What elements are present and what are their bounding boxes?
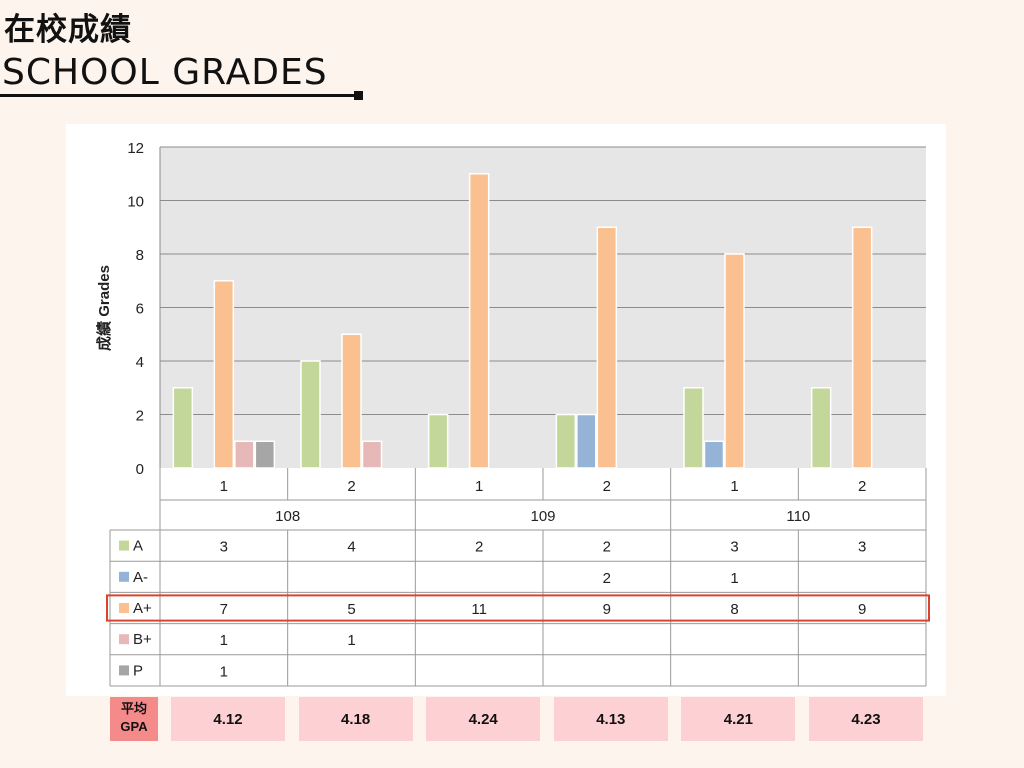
gpa-label-line2: GPA <box>120 719 148 734</box>
x-tick-label: 2 <box>347 478 355 495</box>
table-value: 8 <box>730 601 738 618</box>
gpa-value: 4.18 <box>298 697 413 741</box>
bar-Aminus-3 <box>576 413 597 469</box>
table-value: 4 <box>347 539 355 556</box>
table-value: 3 <box>220 539 228 556</box>
bar-Aplus-1 <box>341 333 362 469</box>
bar-A-3 <box>555 413 577 469</box>
x-tick-label: 2 <box>603 478 611 495</box>
legend-swatch <box>119 665 129 676</box>
legend-label: P <box>133 662 143 679</box>
table-value: 2 <box>603 539 611 556</box>
bars <box>172 173 873 469</box>
y-tick-label: 6 <box>136 301 144 318</box>
bar-A-1 <box>300 360 321 469</box>
y-tick-label: 8 <box>136 247 144 264</box>
y-tick-label: 0 <box>136 461 144 478</box>
table-value: 1 <box>347 632 355 649</box>
bar-Aplus-4 <box>724 253 745 469</box>
gpa-value: 4.12 <box>171 697 285 741</box>
gpa-value: 4.23 <box>809 697 923 741</box>
bar-A-4 <box>683 387 704 469</box>
y-tick-label: 4 <box>136 354 144 371</box>
legend-swatch <box>119 634 129 645</box>
table-value: 5 <box>347 601 355 618</box>
gpa-value: 4.13 <box>553 697 668 741</box>
bar-Aplus-2 <box>468 173 490 469</box>
table-value: 11 <box>471 601 487 618</box>
legend-swatch <box>119 603 129 613</box>
y-tick-label: 10 <box>127 194 144 211</box>
title-underline-end-square <box>354 91 363 100</box>
axes: 0 2 4 6 8 10 12 成績 Grades <box>95 140 161 478</box>
legend-label: A- <box>133 569 148 586</box>
table-value: 9 <box>603 601 611 618</box>
legend-label: A+ <box>133 600 152 617</box>
page-title-chinese: 在校成績 <box>4 12 132 48</box>
table-value: 9 <box>858 601 866 618</box>
table-value: 1 <box>730 570 738 587</box>
x-group-label: 110 <box>786 508 810 525</box>
table-value: 2 <box>603 570 611 587</box>
x-group-label: 109 <box>530 508 555 525</box>
y-tick-label: 12 <box>127 140 144 157</box>
table-value: 3 <box>730 539 738 556</box>
table-value: 3 <box>858 539 866 556</box>
bar-Aminus-4 <box>703 440 725 469</box>
title-underline <box>0 94 358 97</box>
gpa-label-line1: 平均 <box>120 701 147 716</box>
x-tick-label: 1 <box>475 478 483 495</box>
highlight-box <box>106 594 930 622</box>
bar-Aplus-3 <box>596 226 618 469</box>
bar-Bplus-0 <box>234 440 255 469</box>
legend-swatch <box>119 571 129 582</box>
gpa-value: 4.24 <box>426 697 541 741</box>
gpa-label: 平均 GPA <box>110 697 158 741</box>
gpa-value: 4.21 <box>681 697 796 741</box>
table-value: 2 <box>475 539 483 556</box>
page-title-english: SCHOOL GRADES <box>2 52 328 93</box>
legend-label: B+ <box>133 631 152 648</box>
bar-A-2 <box>427 413 449 469</box>
table-value: 1 <box>220 632 228 649</box>
legend-swatch <box>119 540 129 551</box>
bar-A-5 <box>810 387 832 469</box>
x-group-label: 108 <box>275 508 300 525</box>
x-tick-label: 2 <box>858 478 866 495</box>
bar-Bplus-1 <box>361 440 383 469</box>
legend-label: A <box>133 538 143 555</box>
x-tick-label: 1 <box>730 478 738 495</box>
table-value: 1 <box>220 663 228 680</box>
bar-P-0 <box>254 440 276 469</box>
table-value: 7 <box>220 601 228 618</box>
plot-area <box>160 146 926 468</box>
x-tick-label: 1 <box>220 478 228 495</box>
bar-A-0 <box>172 387 194 469</box>
bar-Aplus-5 <box>851 226 873 469</box>
y-tick-label: 2 <box>136 408 144 425</box>
bar-Aplus-0 <box>213 280 235 469</box>
y-axis-label: 成績 Grades <box>95 265 113 351</box>
